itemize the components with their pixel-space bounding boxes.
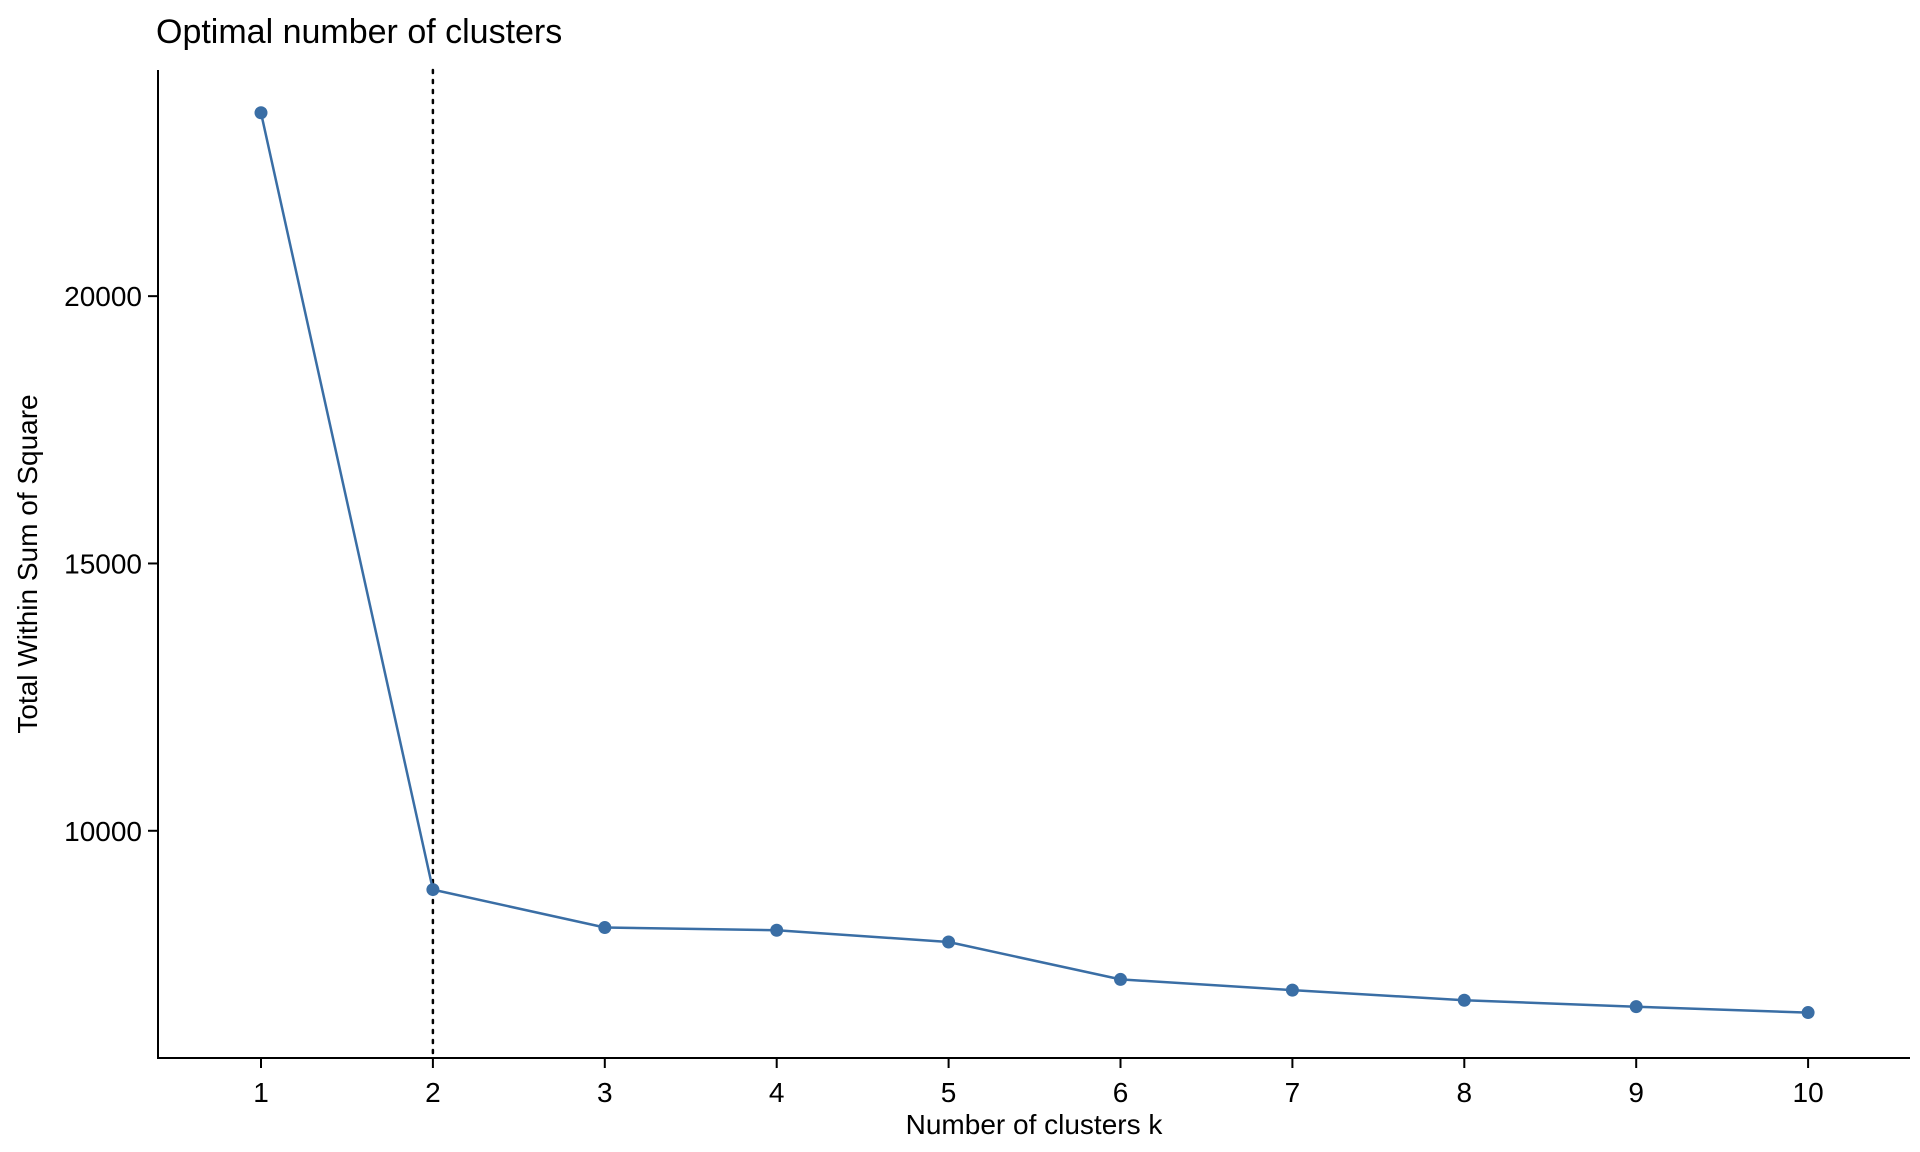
data-point — [598, 921, 612, 935]
y-tick-label: 15000 — [64, 548, 142, 579]
data-points-layer — [254, 106, 1815, 1020]
series-line — [259, 112, 1809, 1014]
data-point — [1801, 1006, 1815, 1020]
x-tick-label: 3 — [597, 1077, 613, 1108]
x-tick-label: 4 — [769, 1077, 785, 1108]
x-tick-label: 6 — [1113, 1077, 1129, 1108]
data-point — [942, 935, 956, 949]
data-point — [1114, 972, 1127, 986]
x-axis-ticks: 1 2 3 4 5 6 7 8 9 10 — [253, 1058, 1824, 1108]
data-point — [426, 883, 440, 897]
data-point — [1629, 1000, 1643, 1014]
x-tick-label: 5 — [941, 1077, 957, 1108]
plot-area — [254, 68, 1815, 1060]
x-tick-label: 2 — [425, 1077, 441, 1108]
x-tick-label: 10 — [1793, 1077, 1824, 1108]
chart-title: Optimal number of clusters — [156, 13, 562, 51]
x-tick-label: 8 — [1457, 1077, 1473, 1108]
series-layer — [259, 112, 1809, 1014]
y-axis-title: Total Within Sum of Square — [12, 394, 43, 733]
x-axis-title: Number of clusters k — [906, 1109, 1164, 1140]
data-point — [1285, 983, 1299, 997]
data-point — [1457, 993, 1471, 1007]
y-tick-label: 10000 — [64, 816, 142, 847]
data-point — [770, 923, 784, 937]
x-tick-label: 1 — [253, 1077, 269, 1108]
data-point — [254, 106, 268, 120]
x-tick-label: 7 — [1285, 1077, 1301, 1108]
y-tick-label: 20000 — [64, 281, 142, 312]
x-tick-label: 9 — [1628, 1077, 1644, 1108]
y-axis-ticks: 10000 15000 20000 — [64, 281, 158, 847]
